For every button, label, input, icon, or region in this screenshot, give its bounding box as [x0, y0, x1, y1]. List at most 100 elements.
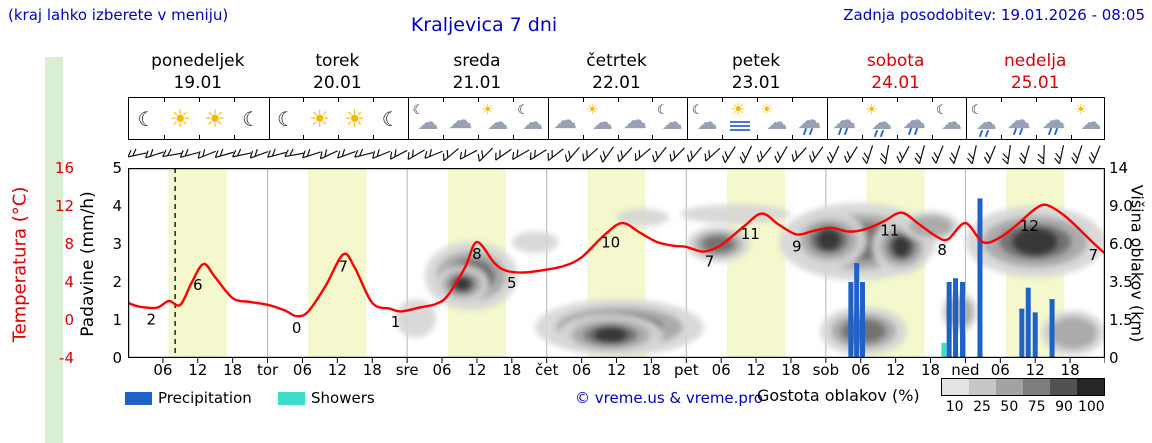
moon-icon: ☾: [234, 99, 268, 139]
moon-icon: ☾: [269, 99, 303, 139]
wind-barb: [861, 145, 874, 164]
weather-icon-cell: ☾: [234, 98, 269, 139]
sun-glyph: ☀: [586, 101, 599, 118]
time-tick-label: 06: [990, 361, 1010, 379]
wind-barb: [529, 149, 547, 161]
density-segment: [1050, 379, 1077, 395]
cloud-glyph: ☁: [553, 105, 578, 134]
precipitation-legend-swatch: [125, 392, 152, 405]
wind-barb: [826, 145, 840, 164]
moon-icon: ☾: [374, 99, 408, 139]
temperature-value-label: 12: [1020, 217, 1039, 235]
tick-notch: [443, 98, 445, 102]
time-tick-label: 12: [606, 361, 627, 379]
day-separator: [408, 98, 410, 139]
wind-barb: [162, 148, 182, 158]
weather-icon-cell: ☀: [722, 98, 757, 139]
tick-notch: [652, 135, 654, 139]
weather-icon-cell: ☁: [792, 98, 827, 139]
density-tick: 25: [973, 399, 991, 415]
moon-glyph: ☾: [137, 106, 156, 131]
wind-barb: [721, 146, 736, 163]
time-tick-label: 18: [920, 361, 941, 379]
moon-glyph: ☾: [970, 102, 983, 118]
wind-barb: [319, 149, 338, 160]
day-date: 20.01: [313, 73, 362, 93]
moon-cloud-icon: ☾ ☁: [653, 99, 687, 139]
day-header-7: nedelja 25.01: [965, 50, 1105, 94]
tick-notch: [757, 135, 759, 139]
weather-icon-cell: ☾: [269, 98, 304, 139]
time-tick-label: 12: [467, 361, 487, 379]
credit-link[interactable]: © vreme.us & vreme.pro: [575, 389, 763, 407]
temperature-value-label: 2: [147, 310, 157, 328]
tick-notch: [1001, 135, 1003, 139]
wind-barb: [966, 145, 977, 165]
tick-notch: [512, 98, 514, 102]
time-tick-label: 06: [153, 361, 173, 379]
cloud-glyph: ☁: [766, 109, 788, 134]
cloud-glyph: ☁: [940, 109, 962, 134]
day-name: sreda: [453, 51, 501, 71]
weather-icon-cell: ☁: [618, 98, 653, 139]
wind-barb: [337, 149, 356, 159]
tick-notch: [652, 98, 654, 102]
precip-tick: 1: [112, 311, 122, 329]
wind-barb: [582, 147, 599, 162]
tick-notch: [1071, 135, 1073, 139]
day-date: 25.01: [1010, 73, 1060, 93]
cloud-glyph: ☁: [522, 109, 544, 134]
temperature-line: [128, 203, 1105, 318]
day-abbr-label: čet: [535, 361, 559, 379]
tick-notch: [163, 98, 165, 102]
wind-barb: [267, 148, 287, 158]
tick-notch: [303, 135, 305, 139]
cloud-glyph: ☁: [1006, 105, 1031, 134]
meteogram-chart: 2 6 0 7 1 8 5 10 7 11 9 11 8 12 7: [128, 168, 1105, 363]
fogline-glyph: [729, 120, 750, 123]
wind-barb: [477, 147, 494, 162]
moon-glyph: ☾: [935, 102, 948, 118]
weather-icon-cell: ☀ ☁: [478, 98, 513, 139]
wind-barb: [424, 149, 443, 159]
day-date: 24.01: [871, 73, 920, 93]
time-tick-label: 18: [223, 361, 243, 379]
moon-glyph: ☾: [381, 106, 400, 131]
weather-icon-cell: ☾ ☁: [652, 98, 687, 139]
tick-notch: [582, 135, 584, 139]
density-tick: 100: [1077, 399, 1105, 415]
cloud-glyph: ☁: [487, 109, 509, 134]
wind-barb: [547, 148, 564, 162]
cloud-icon: ☁: [548, 99, 582, 139]
tick-notch: [861, 98, 863, 102]
temperature-value-label: 11: [880, 221, 899, 239]
wind-barb: [1019, 145, 1030, 165]
sun-icon: ☀: [304, 99, 338, 139]
cloud-height-axis-label: Višina oblakov (km): [1127, 184, 1147, 343]
rain-bar: [848, 282, 854, 358]
temperature-value-label: 1: [391, 313, 401, 331]
day-name: torek: [315, 51, 360, 71]
wind-barb: [232, 148, 252, 158]
wind-barb: [914, 145, 925, 165]
sun-glyph: ☀: [308, 104, 331, 133]
time-tick-label: 06: [432, 361, 452, 379]
rain-icon: ☁: [1037, 99, 1071, 139]
tick-notch: [338, 135, 340, 139]
wind-barbs-row: [128, 144, 1101, 165]
temperature-value-label: 7: [338, 257, 348, 275]
sun-cloud-icon: ☀ ☁: [583, 99, 617, 139]
sun-icon: ☀: [164, 99, 198, 139]
wind-barb: [284, 148, 304, 158]
day-date: 19.01: [173, 73, 223, 93]
temp-tick: 0: [64, 311, 74, 329]
time-tick-label: 18: [641, 361, 661, 379]
time-tick-label: 06: [292, 361, 312, 379]
weather-icon-cell: ☀ ☁: [757, 98, 792, 139]
tick-notch: [198, 98, 200, 102]
tick-notch: [722, 135, 724, 139]
day-header-3: sreda 21.01: [407, 50, 547, 94]
cloud-height-tick: 0: [1109, 349, 1119, 367]
time-tick-label: 06: [851, 361, 871, 379]
density-tick: 75: [1027, 399, 1046, 415]
